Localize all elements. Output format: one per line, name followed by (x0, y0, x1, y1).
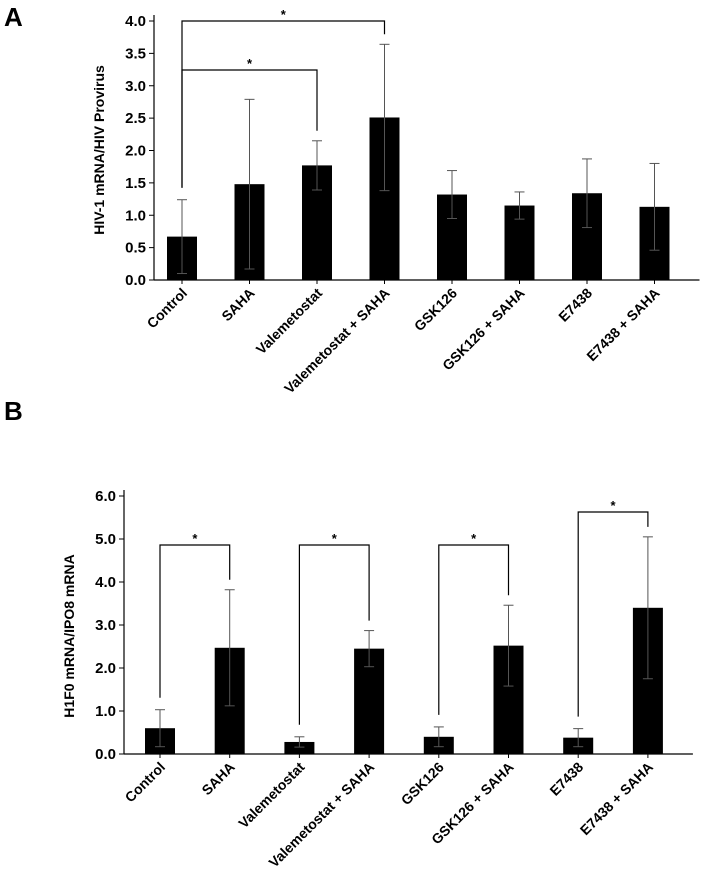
panel-a-y-axis-label: HIV-1 mRNA/HIV Provirus (91, 65, 107, 235)
panel-b-bar (284, 741, 315, 754)
panel-b-significance-star: * (471, 531, 477, 546)
panel-a-letter: A (4, 2, 23, 32)
panel-a-y-tick-label: 2.0 (125, 143, 146, 160)
panel-a-category-label: Valemetostat (253, 285, 326, 358)
panel-b-category-label: E7438 (546, 759, 586, 799)
panel-a-y-tick-label: 0.0 (125, 272, 146, 289)
panel-a-category-label: E7438 + SAHA (583, 285, 662, 364)
panel-b-y-tick-label: 2.0 (95, 660, 116, 677)
panel-a-y-tick-label: 1.0 (125, 207, 146, 224)
panel-b-chart: B H1F0 mRNA/IPO8 mRNA 0.0 1.0 2.0 3.0 4.0 5.0… (4, 396, 693, 871)
panel-b-category-label: GSK126 (398, 759, 447, 808)
panel-a-y-tick-label: 3.5 (125, 45, 146, 62)
panel-a-y-tick-label: 3.0 (125, 78, 146, 95)
panel-a-y-tick-label: 0.5 (125, 240, 146, 257)
panel-a-significance-star: * (247, 56, 253, 71)
panel-b-y-axis-label: H1F0 mRNA/IPO8 mRNA (61, 554, 77, 717)
panel-b-category-label: SAHA (198, 759, 237, 798)
panel-a-y-tick-label: 4.0 (125, 13, 146, 30)
panel-a-significance-star: * (281, 7, 287, 22)
panel-a-chart: A HIV-1 mRNA/HIV Provirus 0.0 0.5 1.0 1.5 2.… (4, 2, 700, 397)
panel-b-y-tick-label: 6.0 (95, 488, 116, 505)
panel-b-y-tick-label: 0.0 (95, 746, 116, 763)
panel-b-category-label: Valemetostat (235, 759, 308, 832)
panel-b-letter: B (4, 396, 23, 426)
panel-a-category-label: SAHA (218, 285, 257, 324)
panel-a-significance-bracket (181, 20, 386, 188)
panel-b-y-tick-label: 5.0 (95, 531, 116, 548)
panel-b-significance-star: * (611, 498, 617, 513)
panel-b-y-tick-label: 3.0 (95, 617, 116, 634)
panel-a-y-tick-label: 1.5 (125, 175, 146, 192)
panel-b-significance-star: * (192, 531, 198, 546)
panel-b-y-tick-label: 4.0 (95, 574, 116, 591)
panel-b-category-label: Control (122, 759, 169, 806)
panel-b-y-tick-label: 1.0 (95, 703, 116, 720)
panel-a-category-label: Control (144, 285, 191, 332)
panel-b-significance-bracket (298, 544, 370, 725)
panel-b-significance-star: * (332, 531, 338, 546)
panel-b-significance-bracket (159, 544, 231, 698)
panel-a-y-tick-label: 2.5 (125, 110, 146, 127)
panel-b-significance-bracket (438, 544, 510, 715)
panel-a-category-label: E7438 (555, 285, 595, 325)
panel-b-significance-bracket (577, 511, 649, 717)
panel-b-category-label: E7438 + SAHA (577, 759, 656, 838)
panel-a-category-label: GSK126 (411, 285, 460, 334)
